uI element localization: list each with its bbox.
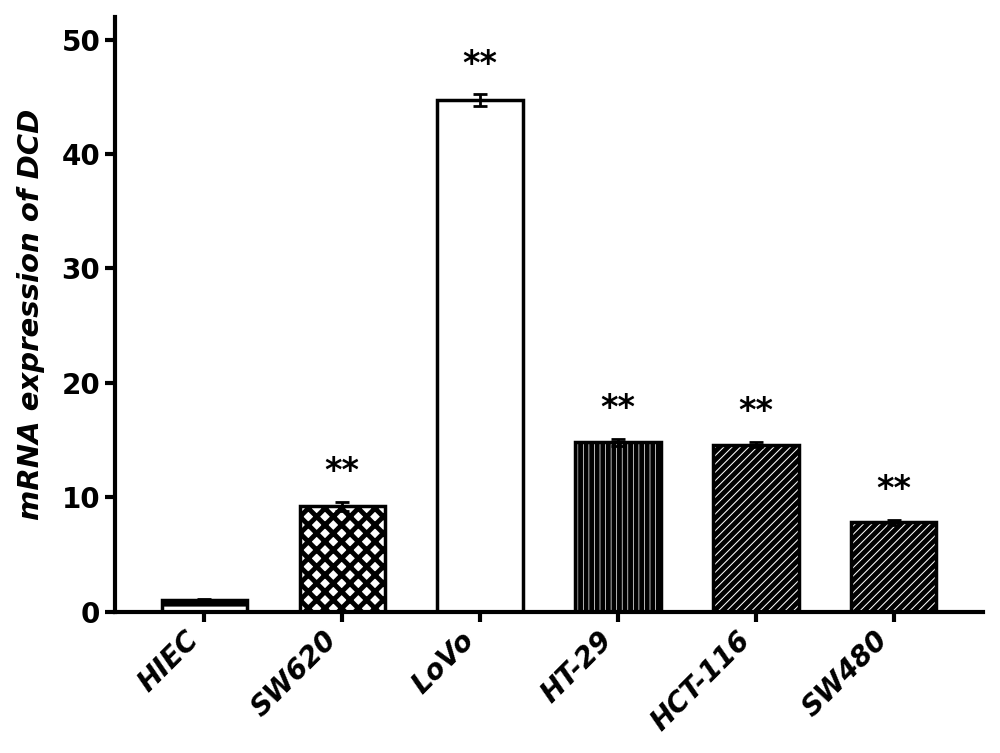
Text: **: ** (463, 47, 498, 81)
Text: **: ** (325, 455, 360, 488)
Y-axis label: mRNA expression of DCD: mRNA expression of DCD (17, 108, 45, 520)
Bar (713, 444, 799, 611)
Bar (575, 442, 661, 611)
Text: **: ** (600, 392, 635, 425)
Bar (300, 507, 385, 611)
Text: **: ** (738, 395, 773, 428)
Text: **: ** (876, 474, 911, 507)
Bar (162, 600, 247, 611)
Bar (851, 523, 936, 611)
Bar (437, 100, 523, 611)
